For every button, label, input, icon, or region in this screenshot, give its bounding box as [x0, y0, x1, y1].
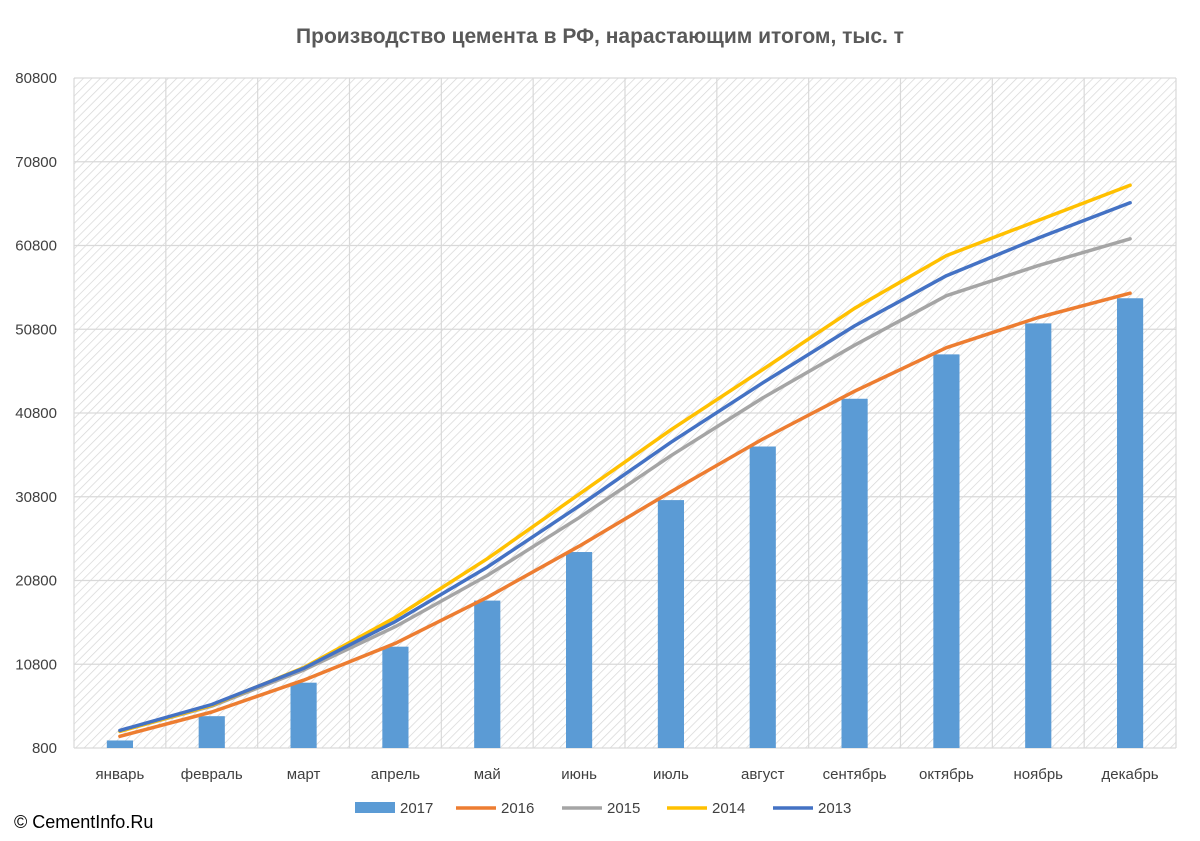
y-tick-label-4: 40800: [15, 405, 57, 422]
y-tick-label-6: 60800: [15, 238, 57, 255]
bar-2017-5: [565, 552, 593, 748]
y-tick-label-5: 50800: [15, 321, 57, 338]
legend-swatch-2017: [355, 802, 395, 813]
x-tick-label-9: октябрь: [919, 766, 974, 783]
y-tick-label-8: 80800: [15, 70, 57, 87]
legend-label-2015: 2015: [607, 800, 640, 817]
chart-title: Производство цемента в РФ, нарастающим и…: [296, 25, 904, 48]
x-tick-label-10: ноябрь: [1014, 766, 1064, 783]
y-tick-label-0: 800: [32, 740, 57, 757]
bar-2017-8: [841, 398, 868, 748]
y-tick-label-7: 70800: [15, 154, 57, 171]
y-tick-label-1: 10800: [15, 656, 57, 673]
bar-2017-1: [198, 716, 225, 748]
legend-label-2016: 2016: [501, 800, 534, 817]
bar-2017-6: [657, 500, 685, 748]
copyright-text: © CementInfo.Ru: [14, 812, 154, 832]
bar-2017-11: [1116, 298, 1144, 748]
line-2013: [118, 201, 1132, 733]
bar-2017-7: [749, 446, 776, 748]
legend-label-2014: 2014: [712, 800, 745, 817]
bar-2017-4: [474, 600, 501, 748]
bar-2017-9: [933, 354, 960, 748]
x-tick-label-1: февраль: [181, 766, 243, 783]
x-tick-label-3: апрель: [371, 766, 420, 783]
x-tick-label-5: июнь: [561, 766, 597, 783]
legend: 2017 2016 2015 2014 2013: [355, 800, 851, 817]
bar-2017-3: [382, 646, 409, 748]
line-2016: [118, 291, 1132, 739]
x-tick-label-6: июль: [653, 766, 689, 783]
x-tick-label-2: март: [287, 766, 321, 783]
x-tick-label-0: январь: [96, 766, 145, 783]
x-tick-label-11: декабрь: [1102, 766, 1159, 783]
x-tick-label-4: май: [474, 766, 501, 783]
bar-series: [106, 298, 1144, 748]
x-tick-label-7: август: [741, 766, 785, 783]
bar-2017-10: [1025, 323, 1052, 748]
y-tick-label-2: 20800: [15, 573, 57, 590]
legend-label-2013: 2013: [818, 800, 851, 817]
x-axis: январь февраль март апрель май июнь июль август…: [96, 766, 1159, 783]
y-tick-label-3: 30800: [15, 489, 57, 506]
x-tick-label-8: сентябрь: [823, 766, 887, 783]
legend-label-2017: 2017: [400, 800, 433, 817]
bar-2017-0: [106, 740, 134, 748]
bar-2017-2: [290, 682, 317, 748]
y-axis: 800 10800 20800 30800 40800 50800 60800 70800 80…: [15, 70, 57, 757]
line-series: [118, 183, 1132, 739]
gridlines: [73, 77, 1177, 749]
